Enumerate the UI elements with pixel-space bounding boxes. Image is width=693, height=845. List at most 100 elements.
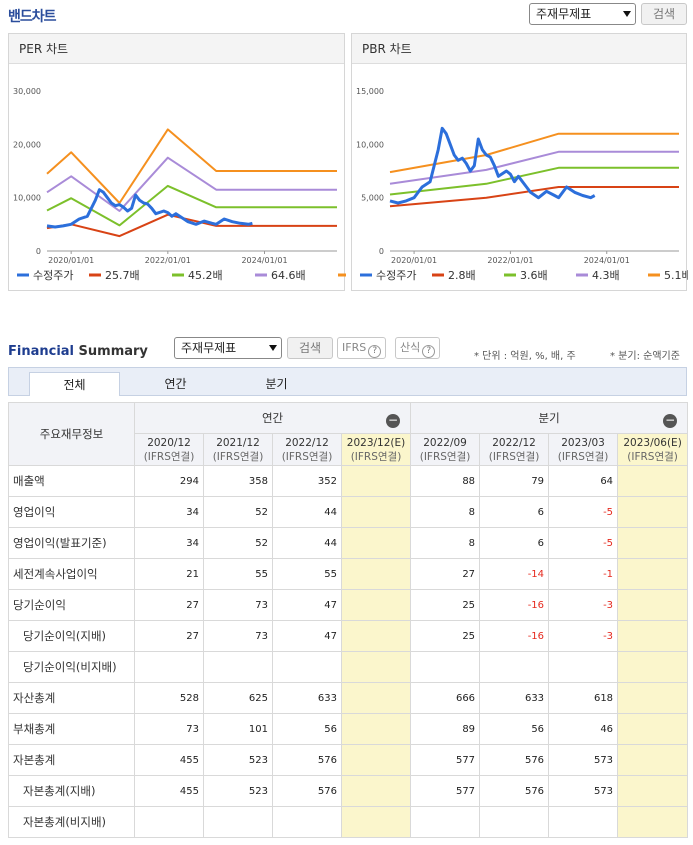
x-tick-label: 2020/01/01 [391,256,437,265]
y-tick-label: 10,000 [13,194,41,203]
band-select-value: 주재무제표 [536,7,592,21]
y-tick-label: 20,000 [13,140,41,149]
table-cell [340,806,412,838]
table-cell: -16 [479,620,550,652]
legend-label: 5.1배 [664,269,688,282]
table-row: 자산총계 528 625 633 666 633 618 [8,682,689,714]
row-label: 당기순이익(지배) [8,620,135,652]
band-chart-title: 밴드차트 [8,9,57,25]
table-cell [617,589,689,621]
table-cell: -5 [548,496,619,528]
series-line [46,184,337,227]
ifrs-help-button[interactable]: IFRS? [337,337,387,359]
table-cell: 6 [479,496,550,528]
fs-statement-select[interactable]: 주재무제표 [174,337,282,359]
collapse-annual-icon[interactable]: − [386,413,401,428]
table-cell [340,744,412,776]
table-cell: -3 [548,620,619,652]
band-search-button[interactable]: 검색 [641,3,687,25]
table-row: 자본총계 455 523 576 577 576 573 [8,744,689,776]
row-label[interactable]: 자본총계 [8,744,135,776]
y-tick-label: 15,000 [356,87,384,96]
table-cell [617,496,689,528]
table-cell: 34 [134,496,204,528]
period-note: * 분기: 순액기준 [610,351,680,362]
table-cell: 64 [548,465,619,497]
table-row: 세전계속사업이익 21 55 55 27 -14 -1 [8,558,689,590]
table-cell: 55 [272,558,342,590]
row-label[interactable]: 당기순이익 [8,589,135,621]
table-cell: -1 [548,558,619,590]
column-header: 2022/12 (IFRS연결) [272,433,342,466]
tab-quarter[interactable]: 분기 [265,377,288,391]
fs-title-b: Summary [74,344,148,359]
table-cell: 523 [203,744,273,776]
row-label[interactable]: 자산총계 [8,682,135,714]
table-cell: 101 [203,713,273,745]
column-header: 2022/12 (IFRS연결) [479,433,550,466]
table-cell [272,651,342,683]
per-chart-panel: PER 차트 30,000 20,000 10,000 0 2020/01/01 2022… [8,33,346,291]
table-cell [479,651,550,683]
row-label[interactable]: 세전계속사업이익 [8,558,135,590]
column-period: 2021/12 [216,436,260,449]
row-label[interactable]: 부채총계 [8,713,135,745]
table-cell [340,589,412,621]
table-cell: 52 [203,527,273,559]
column-header: 2023/06(E) (IFRS연결) [617,433,689,466]
table-cell: 34 [134,527,204,559]
column-basis: (IFRS연결) [419,450,471,463]
quarter-group-header: 분기 − [410,402,689,434]
formula-label: 산식 [400,341,421,354]
row-label[interactable]: 매출액 [8,465,135,497]
table-row: 부채총계 73 101 56 89 56 46 [8,713,689,745]
annual-label: 연간 [261,411,284,425]
table-cell: 56 [479,713,550,745]
column-header: 2022/09 (IFRS연결) [410,433,481,466]
table-cell: 25 [410,620,481,652]
legend-label: 4.3배 [592,269,620,282]
table-cell: 73 [134,713,204,745]
table-cell [617,682,689,714]
row-label: 자본총계(지배) [8,775,135,807]
table-cell [203,651,273,683]
y-tick-label: 0 [379,247,384,256]
quarter-label: 분기 [538,411,560,425]
column-period: 2022/09 [423,436,467,449]
column-period: 2023/06(E) [623,436,682,449]
chevron-down-icon [623,11,631,17]
collapse-quarter-icon[interactable]: − [663,413,678,428]
table-cell [548,651,619,683]
table-cell: 27 [410,558,481,590]
annual-group-header: 연간 − [133,402,412,434]
row-label[interactable]: 영업이익(발표기준) [8,527,135,559]
tab-all[interactable]: 전체 [29,372,120,396]
table-cell [340,527,412,559]
x-tick-label: 2022/01/01 [145,256,191,265]
table-cell: 44 [272,496,342,528]
formula-help-button[interactable]: 산식? [395,337,441,359]
table-cell: 73 [203,620,273,652]
tab-annual[interactable]: 연간 [164,377,187,391]
table-cell: 55 [203,558,273,590]
table-cell: 573 [548,775,619,807]
table-cell: 576 [272,744,342,776]
per-chart: 30,000 20,000 10,000 0 2020/01/01 2022/01/01 2… [13,87,346,282]
table-cell: -5 [548,527,619,559]
table-cell: 576 [272,775,342,807]
table-cell: 633 [479,682,550,714]
table-cell: 27 [134,620,204,652]
column-period: 2020/12 [147,436,191,449]
fs-search-button[interactable]: 검색 [287,337,333,359]
table-cell: -3 [548,589,619,621]
column-basis: (IFRS연결) [350,450,402,463]
unit-note: * 단위 : 억원, %, 배, 주 [474,351,576,362]
column-header: 2023/12(E) (IFRS연결) [340,433,412,466]
series-line [389,186,679,208]
table-cell [617,527,689,559]
band-statement-select[interactable]: 주재무제표 [529,3,636,25]
column-period: 2023/12(E) [346,436,406,449]
series-line [389,126,596,205]
column-header-row: 2020/12 (IFRS연결) 2021/12 (IFRS연결) 2022/12 (IF… [9,433,689,466]
row-label[interactable]: 영업이익 [8,496,135,528]
